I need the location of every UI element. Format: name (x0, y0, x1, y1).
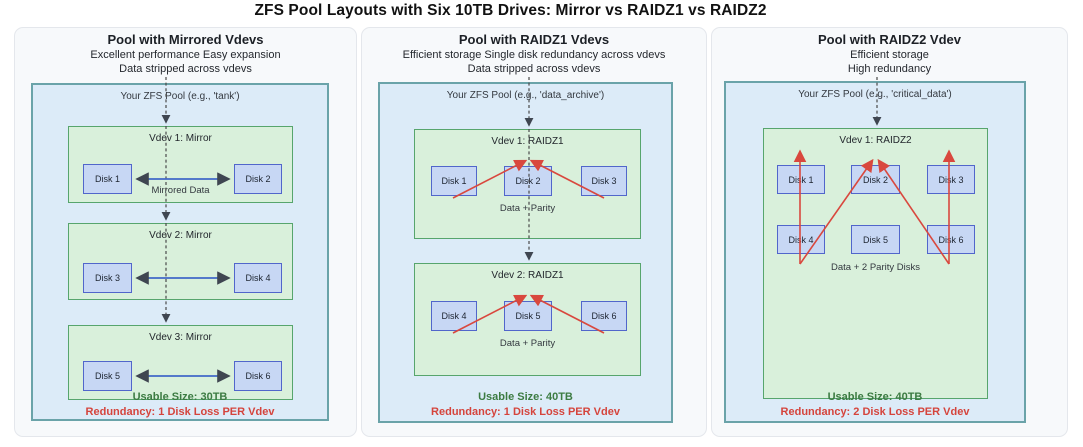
vdev-title-3: Vdev 3: Mirror (149, 332, 212, 343)
panel-title: Pool with RAIDZ2 Vdev (817, 32, 961, 47)
vdev-title-2: Vdev 2: Mirror (149, 230, 212, 241)
redundancy-text: Redundancy: 1 Disk Loss PER Vdev (85, 406, 275, 418)
panel-subtitle-1: Efficient storage Single disk redundancy… (402, 49, 666, 61)
disk-box: Disk 2 (234, 164, 282, 194)
vdev-title-1: Vdev 1: RAIDZ2 (839, 135, 912, 146)
disk-box: Disk 1 (777, 165, 825, 194)
panel-title: Pool with RAIDZ1 Vdevs (458, 32, 610, 47)
panel-subtitle-1: Excellent performance Easy expansion (90, 49, 281, 61)
panel-title: Pool with Mirrored Vdevs (107, 32, 264, 47)
panel-subtitle-2: Data stripped across vdevs (467, 63, 601, 75)
disk-box: Disk 6 (927, 225, 975, 254)
disk-box: Disk 3 (83, 263, 132, 293)
parity-note: Data + 2 Parity Disks (831, 262, 920, 273)
disk-box: Disk 2 (851, 165, 900, 194)
disk-box: Disk 5 (83, 361, 132, 391)
mirror-note: Mirrored Data (151, 185, 210, 196)
disk-box: Disk 4 (777, 225, 825, 254)
disk-box: Disk 1 (431, 166, 477, 196)
redundancy-text: Redundancy: 2 Disk Loss PER Vdev (780, 406, 970, 418)
vdev-title-2: Vdev 2: RAIDZ1 (491, 270, 564, 281)
redundancy-text: Redundancy: 1 Disk Loss PER Vdev (431, 406, 620, 418)
pool-label: Your ZFS Pool (e.g., 'tank') (120, 91, 240, 102)
disk-box: Disk 5 (504, 301, 552, 331)
disk-box: Disk 3 (581, 166, 627, 196)
usable-size-text: Usable Size: 30TB (132, 391, 228, 403)
panel-raidz2-vdev: Pool with RAIDZ2 Vdev Efficient storage … (711, 27, 1068, 437)
disk-box: Disk 1 (83, 164, 132, 194)
pool-label: Your ZFS Pool (e.g., 'critical_data') (798, 89, 952, 100)
panel-subtitle-1: Efficient storage (850, 49, 929, 61)
diagram-title: ZFS Pool Layouts with Six 10TB Drives: M… (254, 2, 767, 19)
usable-size-text: Usable Size: 40TB (478, 391, 573, 403)
parity-note: Data + Parity (499, 203, 556, 214)
panel-raidz1-vdevs: Pool with RAIDZ1 Vdevs Efficient storage… (361, 27, 707, 437)
panel-subtitle-2: High redundancy (847, 63, 932, 75)
disk-box: Disk 6 (234, 361, 282, 391)
panel-subtitle-2: Data stripped across vdevs (119, 63, 252, 75)
vdev-title-1: Vdev 1: Mirror (149, 133, 212, 144)
pool-label: Your ZFS Pool (e.g., 'data_archive') (446, 90, 605, 101)
parity-note: Data + Parity (499, 338, 556, 349)
disk-box: Disk 6 (581, 301, 627, 331)
disk-box: Disk 4 (431, 301, 477, 331)
disk-box: Disk 5 (851, 225, 900, 254)
disk-box: Disk 2 (504, 166, 552, 196)
vdev-title-1: Vdev 1: RAIDZ1 (491, 136, 564, 147)
usable-size-text: Usable Size: 40TB (827, 391, 923, 403)
disk-box: Disk 4 (234, 263, 282, 293)
disk-box: Disk 3 (927, 165, 975, 194)
panel-mirrored-vdevs: Pool with Mirrored Vdevs Excellent perfo… (14, 27, 357, 437)
